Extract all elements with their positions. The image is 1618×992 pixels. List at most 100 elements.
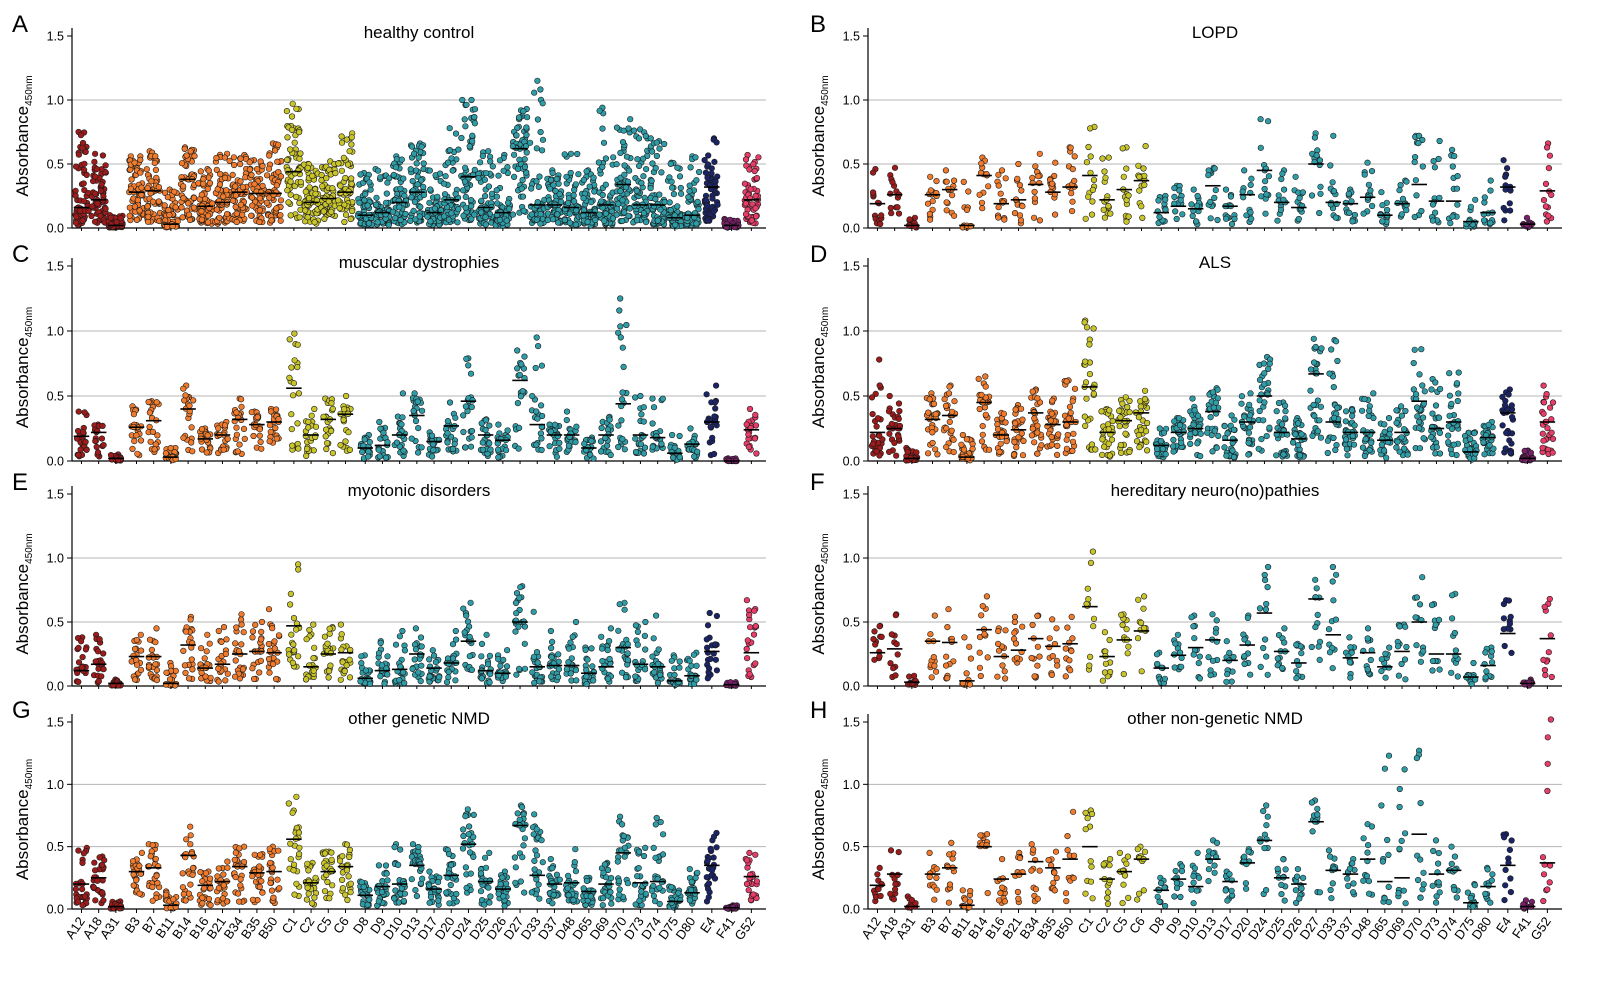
data-point [1411,213,1418,221]
data-point [296,155,303,162]
data-point [1016,182,1024,189]
data-point [528,185,535,192]
data-point [409,178,416,185]
data-point [482,221,489,228]
category-D48 [1359,159,1376,231]
data-point [131,203,138,210]
data-point [691,453,698,460]
data-point [1031,188,1038,195]
data-point [128,176,135,183]
data-point [649,395,656,402]
data-point [1092,446,1099,453]
data-point [945,390,953,397]
data-point [574,150,581,158]
data-point [1098,451,1106,459]
category-B3 [126,153,147,231]
data-point [677,190,685,197]
panel-letter: C [12,241,29,268]
data-point [1188,201,1195,208]
data-point [376,418,383,426]
data-point [410,207,417,214]
data-point [704,217,711,224]
data-point [296,199,303,206]
data-point [1261,381,1268,388]
data-point [420,160,427,167]
data-point [693,177,700,184]
data-point [462,164,469,171]
data-point [1229,447,1236,454]
data-point [976,191,983,198]
data-point [1349,218,1356,225]
data-point [356,199,363,206]
data-point [1262,210,1269,217]
data-point [295,390,303,397]
data-point [1068,190,1075,197]
data-point [580,195,587,202]
data-point [1013,444,1020,451]
data-point [658,169,665,176]
data-point [297,150,304,157]
data-point [312,423,320,430]
y-tick-label: 1.5 [843,260,860,274]
data-point [230,197,237,204]
category-B35 [248,408,265,464]
data-point [286,336,293,343]
data-point [693,220,700,227]
category-B16 [197,425,214,464]
data-point [1298,431,1305,438]
data-point [1256,407,1263,415]
data-point [1211,165,1218,172]
data-point [1031,415,1038,422]
data-point [537,402,545,409]
data-point [539,100,546,107]
data-point [335,197,342,204]
data-point [1246,412,1254,419]
data-point [653,139,660,146]
data-point [1190,186,1197,193]
data-point [232,183,239,190]
category-C5 [318,158,339,231]
data-point [1071,153,1078,160]
category-D26 [1289,415,1308,464]
data-point [652,165,659,172]
data-point [1280,451,1287,458]
data-point [224,435,231,443]
data-point [1019,416,1026,423]
category-A12 [868,356,886,464]
data-point [93,166,100,173]
data-point [1191,407,1198,414]
data-point [414,181,421,188]
data-point [1545,212,1552,219]
data-point [232,203,239,211]
data-point [273,205,280,212]
category-D20 [1238,390,1256,464]
data-point [347,215,354,223]
data-point [1052,159,1059,166]
data-point [329,450,337,457]
data-point [1379,202,1386,209]
data-point [1105,440,1112,447]
data-point [596,211,603,218]
data-point [942,167,950,174]
data-point [1082,215,1089,222]
data-point [932,446,939,453]
data-point [441,180,448,187]
data-point [622,184,630,191]
data-point [291,139,298,146]
category-F41 [1519,214,1536,231]
data-point [1396,187,1403,194]
data-point [289,100,296,107]
data-point [1221,423,1228,430]
data-point [1415,140,1422,147]
data-point [323,426,330,433]
data-point [460,428,467,436]
data-point [1258,436,1265,443]
data-point [950,177,958,184]
data-point [302,432,309,440]
data-point [996,448,1003,456]
data-point [258,189,265,196]
data-point [1034,395,1041,402]
data-point [742,200,749,207]
data-point [1162,451,1169,458]
data-point [373,201,380,208]
